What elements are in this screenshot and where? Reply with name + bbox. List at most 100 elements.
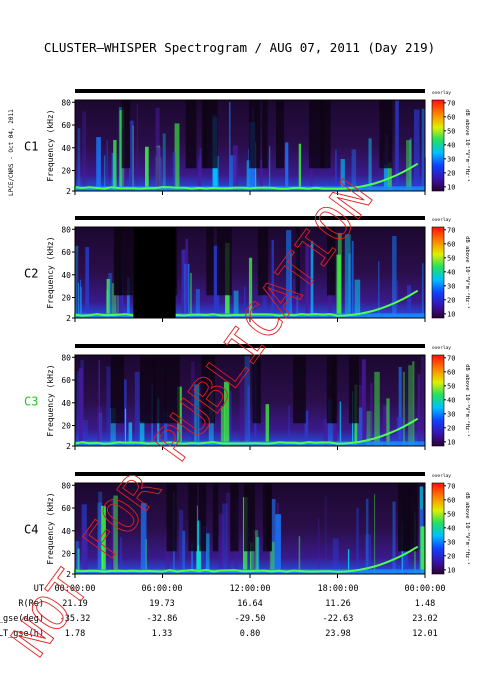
colorbar-label: dB above 10⁻⁸V²m⁻²Hz⁻¹ [464, 236, 471, 309]
emission-streak [100, 505, 106, 574]
emission-streak [368, 138, 372, 191]
quiet-band [199, 483, 207, 552]
emission-streak [285, 142, 289, 191]
y-tick-label: 40 [61, 399, 71, 408]
emission-streak [178, 422, 181, 446]
quiet-band [153, 355, 167, 424]
emission-streak [351, 240, 354, 318]
y-tick-label: 2 [66, 187, 71, 196]
y-axis-label: Frequency (kHz) [46, 492, 55, 564]
ephemeris-value: 1.48 [414, 599, 436, 609]
quiet-band [293, 355, 306, 424]
emission-streak [97, 406, 103, 446]
ephemeris-value: -35.32 [59, 614, 91, 624]
emission-streak [232, 145, 238, 191]
emission-streak [395, 100, 399, 191]
emission-streak [98, 412, 103, 446]
emission-streak [239, 373, 246, 446]
emission-streak [340, 158, 345, 191]
emission-streak [383, 164, 389, 191]
emission-streak [357, 407, 363, 446]
y-tick-label: 60 [61, 376, 71, 385]
y-tick-label: 2 [66, 314, 71, 323]
emission-streak [185, 238, 189, 318]
emission-streak [213, 156, 219, 191]
emission-streak [275, 514, 281, 574]
emission-streak [406, 140, 412, 191]
quiet-band [243, 483, 256, 552]
emission-streak [344, 234, 351, 318]
quiet-band [203, 100, 218, 169]
emission-streak [139, 421, 145, 446]
colorbar-tick-label: 20 [447, 552, 455, 560]
orbit-bar [75, 472, 425, 476]
emission-streak [356, 384, 362, 446]
emission-streak [233, 290, 239, 318]
emission-streak [106, 366, 111, 446]
emission-streak [396, 417, 403, 446]
emission-streak [365, 534, 372, 574]
ephemeris-value: 18:00:00 [317, 584, 359, 594]
emission-streak [288, 405, 290, 446]
emission-streak [256, 536, 260, 574]
y-tick-label: 20 [61, 422, 71, 431]
emission-streak [370, 382, 373, 446]
quiet-band [248, 100, 261, 169]
y-axis-label: Frequency (kHz) [46, 364, 55, 436]
emission-streak [223, 381, 230, 446]
y-tick-label: 80 [61, 353, 71, 362]
emission-streak [182, 530, 186, 574]
emission-streak [383, 405, 388, 446]
colorbar-tick-label: 20 [447, 169, 455, 177]
ephemeris-row-label: LT_gse(h) [0, 629, 44, 639]
emission-streak [377, 261, 380, 318]
emission-streak [155, 107, 160, 191]
emission-streak [98, 360, 101, 446]
emission-streak [374, 494, 376, 574]
colorbar-tick-label: 10 [447, 310, 455, 318]
emission-streak [98, 491, 103, 574]
ephemeris-value: 00:00:00 [404, 584, 446, 594]
ephemeris-value: 1.33 [151, 629, 173, 639]
plasma-frequency-trace [74, 545, 419, 574]
emission-streak [106, 140, 108, 191]
y-tick-label: 80 [61, 481, 71, 490]
emission-streak [181, 249, 186, 318]
colorbar-tick-label: 60 [447, 496, 455, 504]
emission-streak [292, 278, 296, 318]
y-tick-label: 80 [61, 98, 71, 107]
emission-streak [104, 155, 106, 191]
emission-streak [75, 245, 79, 318]
emission-streak [392, 501, 396, 574]
colorbar [431, 354, 445, 447]
y-tick-label: 20 [61, 294, 71, 303]
colorbar-tick-label: 30 [447, 155, 455, 163]
emission-streak [195, 289, 200, 318]
emission-streak [111, 283, 117, 318]
quiet-band [188, 483, 198, 552]
emission-streak [162, 133, 166, 191]
emission-streak [348, 253, 351, 318]
emission-streak [298, 536, 301, 574]
colorbar-tick-label: 70 [447, 226, 455, 234]
colorbar-tick-label: 70 [447, 354, 455, 362]
emission-streak [174, 123, 180, 191]
orbit-bar [75, 344, 425, 348]
ephemeris-row-label: R(Re) [18, 599, 44, 609]
emission-streak [222, 503, 228, 574]
emission-streak [111, 153, 115, 191]
ephemeris-value: 00:00:00 [54, 584, 96, 594]
y-tick-label: 40 [61, 271, 71, 280]
emission-streak [310, 156, 313, 191]
emission-streak [269, 541, 275, 574]
ephemeris-value: 21.19 [62, 599, 88, 609]
colorbar-tick-label: 60 [447, 113, 455, 121]
spectrogram-C3 [75, 355, 425, 446]
colorbar-tick-label: 60 [447, 240, 455, 248]
emission-streak [113, 495, 118, 574]
orbit-bar [75, 216, 425, 220]
y-tick-label: 40 [61, 144, 71, 153]
emission-streak [336, 254, 341, 318]
emission-streak [77, 548, 80, 574]
y-tick-label: 60 [61, 121, 71, 130]
